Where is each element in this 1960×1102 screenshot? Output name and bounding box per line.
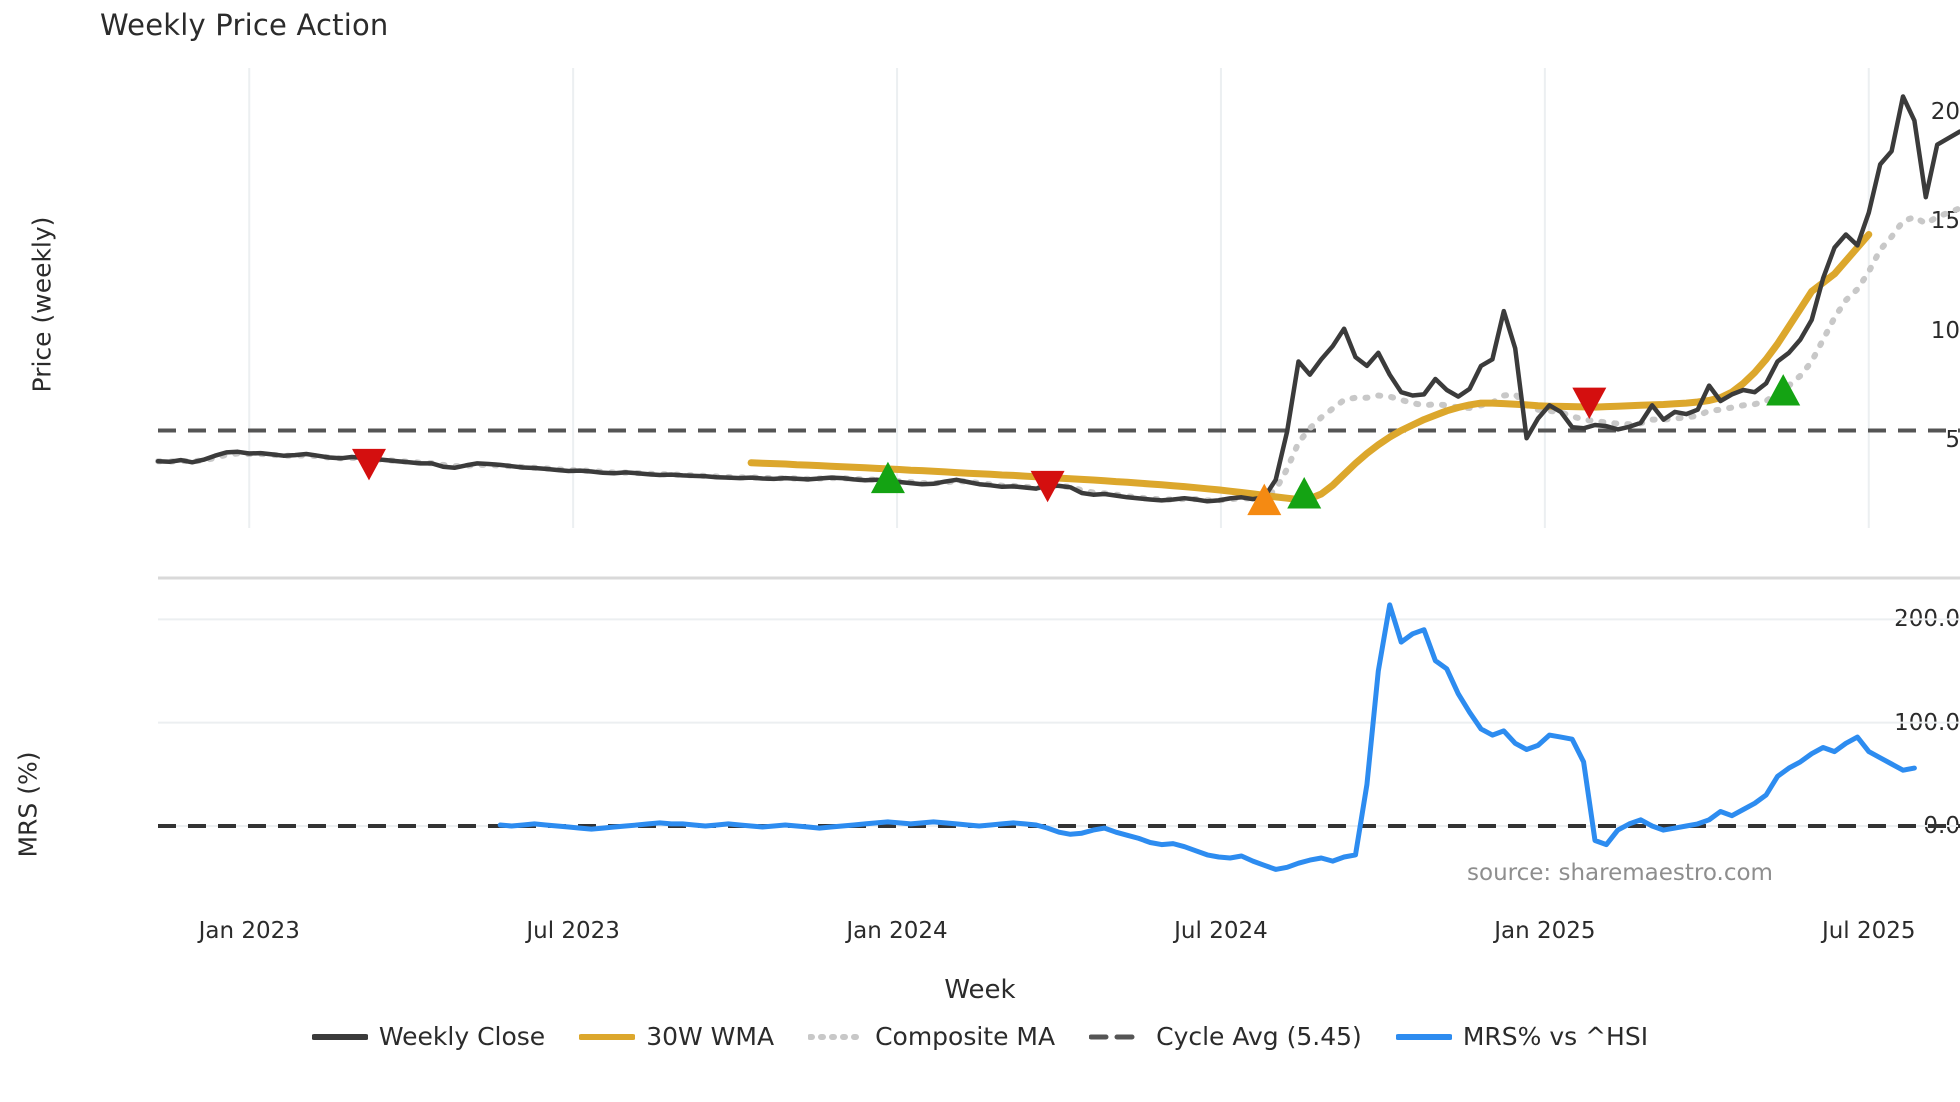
price-chart-plot (155, 68, 1960, 528)
legend-label-4: MRS% vs ^HSI (1462, 1022, 1649, 1051)
x-tick-1: Jul 2023 (526, 918, 620, 944)
weekly-close-line (155, 94, 1960, 504)
legend-item-3[interactable]: Cycle Avg (5.45) (1089, 1022, 1362, 1051)
mrs-line (497, 602, 1917, 872)
line-solid-dark-icon (311, 1027, 368, 1047)
legend-item-4[interactable]: MRS% vs ^HSI (1395, 1022, 1649, 1051)
line-solid-blue-icon (1395, 1027, 1452, 1047)
price-y-tick-0: 5 (1945, 427, 1960, 454)
legend-item-1[interactable]: 30W WMA (579, 1022, 774, 1051)
x-tick-5: Jul 2025 (1821, 918, 1916, 944)
line-solid-gold-icon (579, 1027, 636, 1047)
marker-sell-2[interactable] (1030, 470, 1065, 503)
legend-label-1: 30W WMA (646, 1022, 775, 1051)
composite-ma-line (155, 205, 1960, 504)
marker-buy-1[interactable] (870, 461, 905, 494)
source-watermark: source: sharemaestro.com (1467, 860, 1773, 886)
page-title: Weekly Price Action (100, 8, 389, 42)
marker-buy-6[interactable] (1766, 374, 1801, 406)
legend-item-0[interactable]: Weekly Close (311, 1022, 546, 1051)
line-dashed-grey-icon (1089, 1027, 1146, 1047)
x-tick-0: Jan 2023 (198, 918, 300, 944)
chart-legend: Weekly Close 30W WMA Composite MA Cycle Avg… (0, 1022, 1960, 1051)
mrs-chart-plot (158, 576, 1960, 872)
marker-buy-4[interactable] (1287, 477, 1322, 509)
marker-alt-3[interactable] (1247, 483, 1282, 516)
price-y-tick-3: 20 (1930, 98, 1960, 125)
legend-label-3: Cycle Avg (5.45) (1156, 1022, 1362, 1051)
marker-sell-5[interactable] (1572, 387, 1607, 420)
legend-label-0: Weekly Close (378, 1022, 546, 1051)
wma30-line (747, 231, 1873, 503)
marker-sell-0[interactable] (351, 448, 386, 481)
legend-label-2: Composite MA (875, 1022, 1056, 1051)
x-tick-2: Jan 2024 (846, 918, 948, 944)
x-tick-3: Jul 2024 (1174, 918, 1268, 944)
x-axis-title: Week (944, 975, 1016, 1005)
price-y-tick-1: 10 (1930, 317, 1960, 344)
line-dotted-grey-icon (808, 1027, 865, 1047)
legend-item-2[interactable]: Composite MA (808, 1022, 1055, 1051)
x-tick-4: Jan 2025 (1494, 918, 1596, 944)
